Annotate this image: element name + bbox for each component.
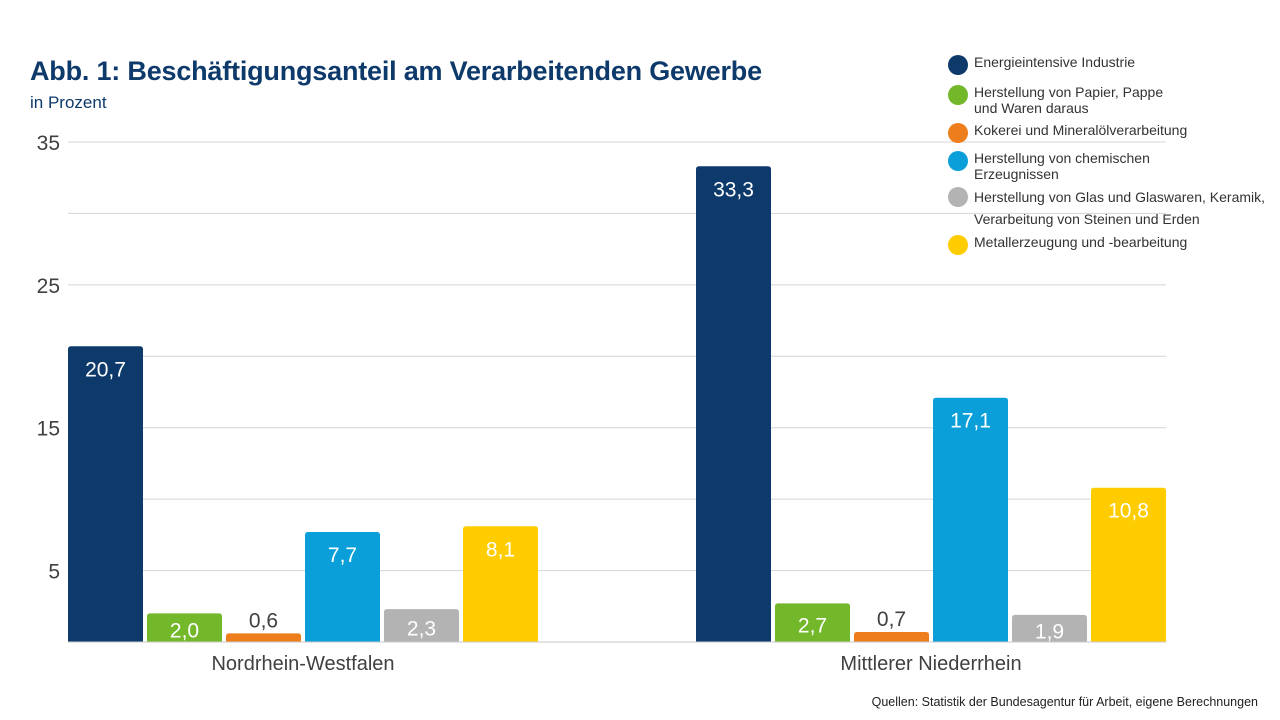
x-category-label: Nordrhein-Westfalen [211,653,394,675]
data-label: 0,7 [877,608,906,631]
data-label: 0,6 [249,609,278,632]
legend-label: Herstellung von chemischen Erzeugnissen [974,150,1150,182]
bar-nrw-s1 [147,613,222,642]
legend-swatch [948,151,968,171]
chart-title: Abb. 1: Beschäftigungsanteil am Verarbei… [30,56,762,86]
y-tick-label: 15 [37,418,60,441]
legend-item: Metallerzeugung und -bearbeitung [948,234,1187,255]
legend-swatch [948,85,968,105]
data-label: 1,9 [1035,620,1064,643]
bar-nrw-s0 [68,346,143,642]
data-label: 20,7 [85,358,126,381]
y-tick-label: 5 [48,561,60,584]
legend-item: Herstellung von Papier, Pappe und Waren … [948,84,1163,116]
bar-mn-s3 [933,397,1008,642]
data-label: 17,1 [950,410,991,433]
legend-label: Kokerei und Mineralölverarbeitung [974,122,1188,138]
legend-label: Metallerzeugung und -bearbeitung [974,234,1188,250]
data-label: 33,3 [713,178,754,201]
legend-label: Herstellung von Papier, Pappe und Waren … [974,84,1164,116]
data-label: 10,8 [1108,500,1149,523]
y-tick-label: 35 [37,132,60,155]
legend-swatch [948,235,968,255]
legend-item: Energieintensive Industrie [948,54,1135,75]
source-note: Quellen: Statistik der Bundesagentur für… [871,695,1258,709]
data-label: 2,7 [798,615,827,638]
bar-nrw-s4 [384,609,459,642]
bar-nrw-s5 [463,526,538,642]
y-tick-label: 25 [37,275,60,298]
data-label: 8,1 [486,538,515,561]
bar-nrw-s3 [305,532,380,642]
data-label: 2,3 [407,618,436,641]
legend-item: Kokerei und Mineralölverarbeitung [948,122,1187,143]
bar-mn-s4 [1012,614,1087,642]
legend-label: Herstellung von Glas und Glaswaren, Kera… [974,189,1266,227]
bar-mn-s2 [854,632,929,642]
legend-swatch [948,187,968,207]
bar-nrw-s2 [226,633,301,642]
bar-mn-s5 [1091,487,1166,642]
bar-mn-s1 [775,603,850,642]
legend-swatch [948,55,968,75]
legend-swatch [948,123,968,143]
bar-mn-s0 [696,166,771,643]
data-label: 7,7 [328,544,357,567]
legend-item: Herstellung von Glas und Glaswaren, Kera… [948,186,1265,230]
legend-label: Energieintensive Industrie [974,54,1136,70]
chart-subtitle: in Prozent [30,93,107,112]
data-label: 2,0 [170,620,199,643]
legend-item: Herstellung von chemischen Erzeugnissen [948,150,1150,182]
x-category-label: Mittlerer Niederrhein [840,653,1021,675]
